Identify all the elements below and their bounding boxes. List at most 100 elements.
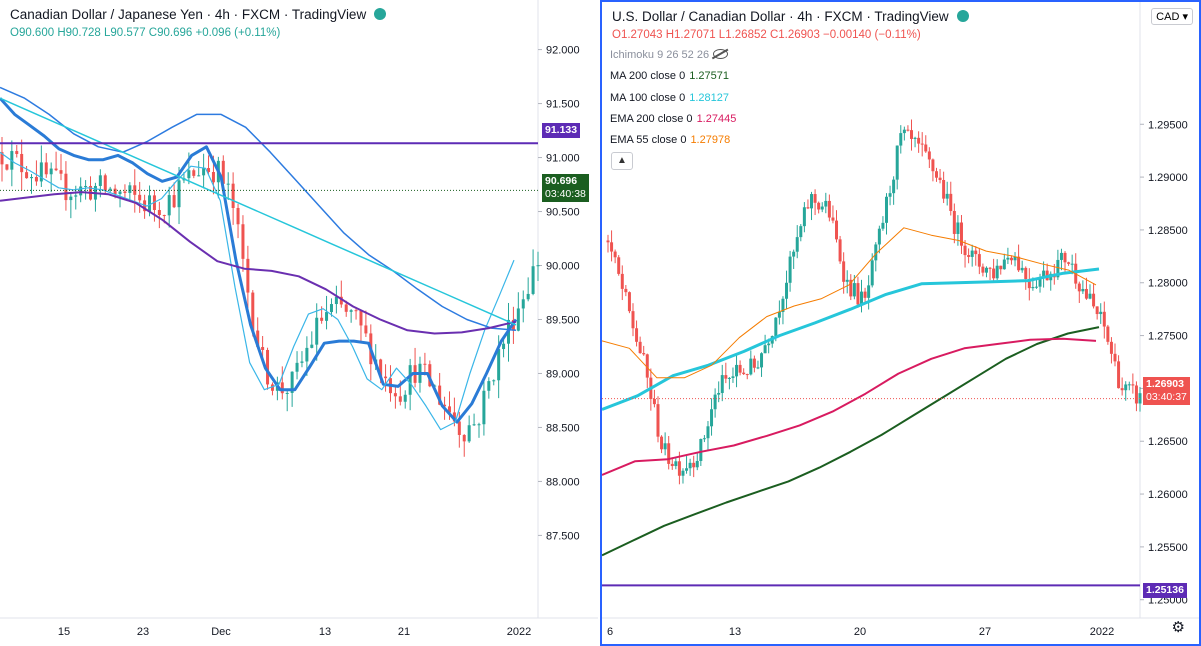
candle [325, 295, 329, 330]
candle-body [984, 267, 988, 273]
candle [995, 259, 999, 281]
y-tick-label: 1.29500 [1148, 119, 1188, 131]
candle-body [824, 200, 828, 207]
candle [860, 279, 864, 313]
candle-body [408, 365, 412, 395]
candle [452, 397, 456, 427]
candle-body [59, 170, 63, 174]
candle-body [956, 222, 960, 234]
candle [777, 300, 781, 325]
candle-body [1002, 259, 1006, 270]
candle [967, 248, 971, 264]
candle-body [25, 172, 29, 179]
ema200-line [602, 337, 1097, 476]
candle [20, 139, 24, 190]
trendline [0, 97, 517, 326]
candle [984, 266, 988, 278]
candle-body [536, 265, 540, 267]
candle [93, 182, 97, 212]
ma-purple-line [0, 191, 517, 335]
candle [1113, 343, 1117, 367]
candle-body [635, 328, 639, 342]
candle-body [702, 438, 706, 440]
legend-ma100-value: 1.28127 [689, 92, 729, 104]
candle-body [148, 195, 152, 212]
candle-body [497, 349, 501, 381]
candle-body [1099, 311, 1103, 315]
legend-ema200[interactable]: EMA 200 close 0 1.27445 [610, 113, 736, 125]
candle [909, 119, 913, 151]
y-tick-label: 87.500 [546, 530, 580, 542]
candle-body [863, 291, 867, 298]
candle [735, 355, 739, 388]
candle [706, 421, 710, 451]
candle-body [521, 299, 525, 309]
candle-body [320, 317, 324, 321]
candle-body [981, 266, 985, 273]
cadjpy-plot[interactable]: 92.000 91.500 91.000 90.500 90.000 89.500 89.0… [0, 0, 598, 646]
candle [128, 182, 132, 201]
candle [792, 249, 796, 269]
candle [867, 275, 871, 310]
y-tick-label: 1.25500 [1148, 542, 1188, 554]
candle [817, 201, 821, 214]
candle [359, 309, 363, 344]
candle-body [745, 374, 749, 376]
candle-body [760, 353, 764, 368]
candle [59, 154, 63, 181]
candle-body [1084, 288, 1088, 299]
candle-body [295, 362, 299, 372]
candle-body [1120, 388, 1124, 391]
candle-body [902, 129, 906, 134]
y-tick-label: 1.26500 [1148, 436, 1188, 448]
candle [924, 135, 928, 153]
usdcad-hline-value: 1.25136 [1146, 584, 1184, 596]
usdcad-chart-panel[interactable]: 1.295001.290001.285001.280001.275001.270… [600, 0, 1201, 646]
candle [745, 373, 749, 380]
candle-body [1088, 293, 1092, 299]
candle [831, 205, 835, 224]
candle-body [856, 283, 860, 305]
candle-body [1081, 288, 1085, 292]
candle-body [995, 265, 999, 279]
candle-body [329, 304, 333, 313]
candle-body [652, 398, 656, 405]
legend-ma200[interactable]: MA 200 close 0 1.27571 [610, 70, 729, 82]
candle [934, 167, 938, 182]
candle-body [69, 196, 73, 201]
candle-body [531, 266, 535, 294]
candle [731, 367, 735, 383]
ichimoku-legend[interactable]: Ichimoku 9 26 52 26 [610, 48, 729, 61]
y-tick-label: 90.000 [546, 261, 580, 273]
candle [795, 225, 799, 259]
candle-body [792, 251, 796, 257]
candle-body [79, 186, 83, 196]
candle [280, 366, 284, 400]
candle-body [108, 188, 112, 191]
candle-body [845, 279, 849, 282]
candle-body [817, 202, 821, 210]
cadjpy-ohlc: O90.600 H90.728 L90.577 C90.696 +0.096 (… [10, 27, 280, 39]
candle-body [842, 261, 846, 282]
legend-ma100[interactable]: MA 100 close 0 1.28127 [610, 92, 729, 104]
candle [30, 173, 34, 194]
candle-body [162, 215, 166, 217]
candle-body [909, 130, 913, 139]
candle [1109, 337, 1113, 364]
currency-selector[interactable]: CAD ▾ [1151, 8, 1193, 25]
cadjpy-chart-panel[interactable]: 92.000 91.500 91.000 90.500 90.000 89.500 89.0… [0, 0, 598, 646]
eye-off-icon[interactable] [713, 49, 729, 59]
y-tick-label: 91.000 [546, 153, 580, 165]
y-tick-label: 1.29000 [1148, 172, 1188, 184]
candle [502, 338, 506, 358]
collapse-legend-button[interactable]: ▲ [611, 152, 633, 170]
candle-body [1067, 262, 1071, 264]
candle-body [103, 175, 107, 191]
candle [717, 381, 721, 403]
gear-icon[interactable]: ⚙ [1171, 619, 1185, 636]
legend-ema55[interactable]: EMA 55 close 0 1.27978 [610, 134, 730, 146]
candle-body [354, 310, 358, 312]
candle [1009, 255, 1013, 265]
candle [44, 153, 48, 178]
candle-body [487, 381, 491, 391]
